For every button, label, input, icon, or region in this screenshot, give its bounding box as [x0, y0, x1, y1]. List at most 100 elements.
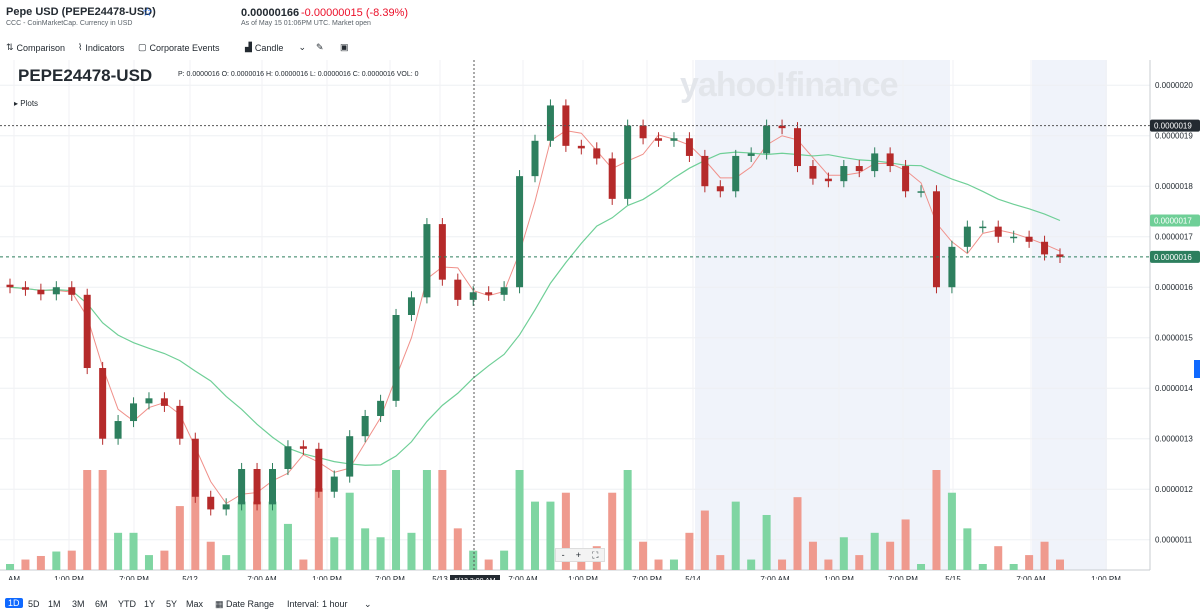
volume-bar [994, 546, 1003, 570]
compare-icon: ⇅ [6, 42, 14, 52]
range-button-ytd[interactable]: YTD [118, 599, 136, 609]
range-button-6m[interactable]: 6M [95, 599, 108, 609]
zoom-in-button[interactable]: + [575, 550, 581, 560]
plots-toggle[interactable]: ▸ Plots [14, 99, 38, 108]
candle [145, 398, 153, 404]
volume-bar [1056, 559, 1064, 570]
volume-bar [731, 501, 740, 570]
indicators-button[interactable]: ⌇ Indicators [78, 42, 124, 53]
y-tick-label: 0.0000015 [1155, 334, 1193, 343]
candle [207, 496, 215, 510]
y-tick-label: 0.0000012 [1155, 485, 1193, 494]
y-tick-label: 0.0000011 [1155, 536, 1193, 545]
candle [639, 125, 647, 139]
x-tick-label: 1:00 PM [1091, 575, 1121, 580]
range-button-max[interactable]: Max [186, 599, 204, 609]
panel-icon: ▣ [340, 42, 349, 52]
candle [114, 421, 122, 439]
candle [284, 446, 292, 470]
range-button-5y[interactable]: 5Y [166, 599, 178, 609]
interval-select[interactable]: 1 hour ⌄ [322, 599, 372, 609]
candle [747, 153, 755, 156]
candle [21, 287, 29, 290]
candle [809, 166, 817, 179]
volume-bar [453, 528, 462, 570]
zoom-out-button[interactable]: - [561, 550, 565, 560]
volume-bar [623, 470, 632, 570]
sma-slow-badge: 0.0000017 [1154, 217, 1192, 226]
volume-bar [83, 470, 92, 570]
chart-type-select[interactable]: ▟ Candle ⌄ [245, 42, 306, 53]
watchlist-star-icon[interactable]: ☆ [142, 5, 153, 19]
candle [130, 403, 138, 422]
comparison-label: Comparison [16, 42, 66, 53]
volume-bar [531, 501, 539, 570]
sma-fast-line [9, 130, 1061, 505]
volume-bar [361, 528, 370, 570]
volume-bar [963, 528, 972, 570]
volume-bar [484, 559, 493, 570]
x-tick-label: 1:00 PM [568, 575, 598, 580]
x-tick-label: 5/15 [945, 575, 961, 580]
candle [346, 436, 354, 477]
volume-bar [144, 555, 153, 570]
volume-bar [870, 532, 879, 570]
y-tick-label: 0.0000014 [1155, 384, 1193, 393]
y-tick-label: 0.0000020 [1155, 81, 1193, 90]
candle [824, 178, 832, 182]
candle [222, 504, 230, 510]
volume-bar [314, 488, 323, 570]
volume-bar [839, 537, 848, 570]
fit-icon[interactable]: ⛶ [592, 549, 599, 560]
range-button-1y[interactable]: 1Y [144, 599, 156, 609]
range-button-1d[interactable]: 1D [5, 598, 23, 608]
candle [716, 186, 724, 192]
candle [794, 128, 801, 167]
interval-label: Interval: [287, 599, 320, 609]
volume-bar [515, 470, 524, 570]
candle [315, 448, 323, 492]
range-button-3m[interactable]: 3M [72, 599, 85, 609]
candle [608, 158, 616, 199]
date-range-button[interactable]: ▦ Date Range [215, 599, 275, 609]
candle [655, 138, 663, 141]
volume-bar [546, 501, 555, 570]
y-tick-label: 0.0000017 [1155, 233, 1193, 242]
candle [917, 191, 925, 193]
last-price-badge-bg [1150, 250, 1200, 263]
volume-bar [577, 559, 586, 570]
candle [176, 405, 184, 439]
volume-bar [376, 537, 385, 570]
candle [1056, 254, 1064, 257]
indicators-label: Indicators [85, 42, 125, 53]
price-chart[interactable]: 0.0000020 0.0000019 0.0000018 0.0000017 0.00… [0, 60, 1200, 580]
comparison-button[interactable]: ⇅ Comparison [6, 42, 65, 53]
candle [1041, 241, 1049, 255]
draw-button[interactable]: ✎ [316, 42, 324, 53]
candle [994, 226, 1002, 237]
volume-bar [608, 492, 617, 570]
settings-button[interactable]: ▣ [340, 42, 349, 53]
candle [948, 246, 956, 288]
volume-bar [561, 492, 570, 570]
x-tick-label: 7:00 AM [760, 575, 790, 580]
x-tick-label: 7:00 PM [375, 575, 405, 580]
y-tick-label: 0.0000019 [1155, 132, 1193, 141]
corporate-events-button[interactable]: ▢ Corporate Events [138, 42, 220, 53]
crosshair-price-badge-bg [1150, 119, 1200, 132]
x-tick-label: 1:00 PM [54, 575, 84, 580]
candle [160, 398, 168, 406]
sma-slow-badge-bg [1150, 214, 1200, 227]
candle [531, 140, 539, 177]
scroll-handle[interactable] [1194, 360, 1200, 378]
x-tick-label: 7:00 PM [632, 575, 662, 580]
range-button-1m[interactable]: 1M [48, 599, 61, 609]
volume-bar [747, 559, 756, 570]
volume-bar [886, 541, 895, 570]
range-button-5d[interactable]: 5D [28, 599, 40, 609]
candle [253, 469, 261, 505]
y-tick-label: 0.0000018 [1155, 182, 1193, 191]
volume-bar [36, 555, 45, 570]
volume-bar [901, 519, 910, 570]
volume-bar [283, 523, 292, 570]
